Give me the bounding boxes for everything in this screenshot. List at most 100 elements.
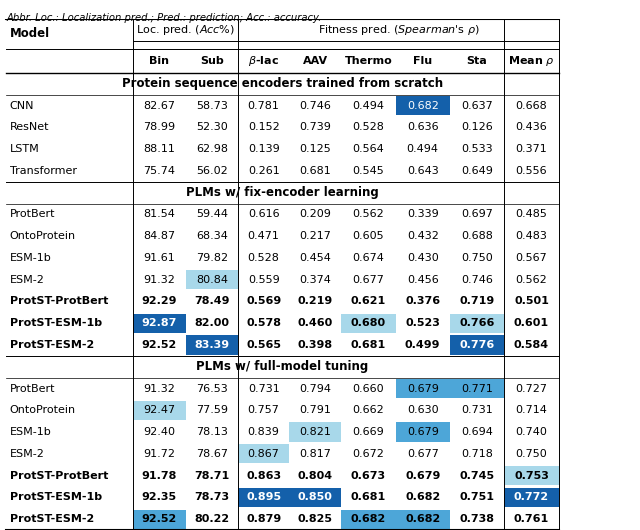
Text: 0.139: 0.139: [248, 144, 280, 154]
Text: 0.674: 0.674: [353, 253, 384, 263]
Text: 0.740: 0.740: [516, 427, 547, 437]
Text: 0.374: 0.374: [300, 275, 331, 285]
Text: 0.637: 0.637: [461, 101, 493, 111]
Text: 0.125: 0.125: [300, 144, 331, 154]
Text: 0.523: 0.523: [405, 318, 440, 328]
Text: 0.668: 0.668: [516, 101, 547, 111]
Text: 0.781: 0.781: [248, 101, 280, 111]
Text: 0.727: 0.727: [516, 384, 548, 394]
Text: 0.825: 0.825: [298, 514, 333, 524]
Text: ESM-1b: ESM-1b: [10, 427, 51, 437]
Text: 82.67: 82.67: [143, 101, 175, 111]
Text: 80.84: 80.84: [196, 275, 228, 285]
Text: 0.528: 0.528: [248, 253, 280, 263]
Text: Fitness pred. ($Spearman$'s $\rho$): Fitness pred. ($Spearman$'s $\rho$): [317, 23, 479, 37]
Text: 0.680: 0.680: [351, 318, 386, 328]
Text: 0.601: 0.601: [514, 318, 549, 328]
Text: ESM-2: ESM-2: [10, 449, 44, 459]
Text: 0.771: 0.771: [461, 384, 493, 394]
Bar: [396, 509, 450, 529]
Text: Transformer: Transformer: [10, 166, 77, 176]
Text: 0.757: 0.757: [248, 405, 280, 416]
Bar: [450, 379, 504, 398]
Text: AAV: AAV: [303, 56, 328, 66]
Text: 0.219: 0.219: [298, 296, 333, 306]
Text: 0.501: 0.501: [514, 296, 549, 306]
Text: 0.454: 0.454: [300, 253, 331, 263]
Text: 0.776: 0.776: [460, 340, 495, 350]
Text: 0.731: 0.731: [248, 384, 280, 394]
Text: 0.430: 0.430: [407, 253, 438, 263]
Text: PLMs w/ fix-encoder learning: PLMs w/ fix-encoder learning: [186, 186, 379, 199]
Bar: [238, 488, 289, 507]
Bar: [396, 422, 450, 441]
Text: 0.694: 0.694: [461, 427, 493, 437]
Text: 0.494: 0.494: [352, 101, 384, 111]
Text: 0.559: 0.559: [248, 275, 280, 285]
Text: 0.564: 0.564: [353, 144, 384, 154]
Text: OntoProtein: OntoProtein: [10, 231, 76, 241]
Text: 91.78: 91.78: [141, 471, 177, 481]
Text: 92.52: 92.52: [141, 340, 177, 350]
Text: 0.636: 0.636: [407, 122, 438, 132]
Text: 0.821: 0.821: [300, 427, 331, 437]
Text: OntoProtein: OntoProtein: [10, 405, 76, 416]
Text: 0.673: 0.673: [351, 471, 386, 481]
Text: ProtST-ESM-2: ProtST-ESM-2: [10, 514, 94, 524]
Text: 0.731: 0.731: [461, 405, 493, 416]
Text: 92.52: 92.52: [141, 514, 177, 524]
Text: 0.126: 0.126: [461, 122, 493, 132]
Text: PLMs w/ full-model tuning: PLMs w/ full-model tuning: [196, 360, 369, 373]
Text: 91.32: 91.32: [143, 275, 175, 285]
Text: 0.339: 0.339: [407, 209, 438, 219]
Text: 75.74: 75.74: [143, 166, 175, 176]
Text: 79.82: 79.82: [196, 253, 228, 263]
Text: 92.35: 92.35: [142, 492, 177, 502]
Text: 91.32: 91.32: [143, 384, 175, 394]
Text: 0.761: 0.761: [514, 514, 549, 524]
Text: 83.39: 83.39: [195, 340, 229, 350]
Text: ESM-1b: ESM-1b: [10, 253, 51, 263]
Text: ProtST-ProtBert: ProtST-ProtBert: [10, 471, 108, 481]
Text: 0.739: 0.739: [300, 122, 331, 132]
Bar: [133, 509, 186, 529]
Text: 0.605: 0.605: [353, 231, 384, 241]
Text: 91.72: 91.72: [143, 449, 175, 459]
Text: 52.30: 52.30: [196, 122, 228, 132]
Text: 0.714: 0.714: [516, 405, 547, 416]
Text: 0.682: 0.682: [407, 101, 438, 111]
Text: 59.44: 59.44: [196, 209, 228, 219]
Text: 92.29: 92.29: [141, 296, 177, 306]
Bar: [341, 509, 396, 529]
Text: 0.456: 0.456: [407, 275, 438, 285]
Text: 80.22: 80.22: [195, 514, 229, 524]
Bar: [289, 488, 341, 507]
Text: 0.152: 0.152: [248, 122, 280, 132]
Text: Thermo: Thermo: [344, 56, 392, 66]
Text: 0.471: 0.471: [248, 231, 280, 241]
Text: 0.850: 0.850: [298, 492, 333, 502]
Text: 68.34: 68.34: [196, 231, 228, 241]
Bar: [504, 488, 559, 507]
Text: 0.261: 0.261: [248, 166, 280, 176]
Text: 0.679: 0.679: [407, 427, 438, 437]
Text: 88.11: 88.11: [143, 144, 175, 154]
Text: 0.677: 0.677: [407, 449, 438, 459]
Text: ProtST-ESM-1b: ProtST-ESM-1b: [10, 492, 102, 502]
Text: 0.791: 0.791: [300, 405, 331, 416]
Text: 0.528: 0.528: [353, 122, 384, 132]
Bar: [450, 314, 504, 333]
Text: 78.73: 78.73: [195, 492, 229, 502]
Text: 77.59: 77.59: [196, 405, 228, 416]
Text: 78.67: 78.67: [196, 449, 228, 459]
Text: 76.53: 76.53: [196, 384, 228, 394]
Bar: [133, 401, 186, 420]
Text: 0.669: 0.669: [353, 427, 384, 437]
Text: 0.750: 0.750: [461, 253, 493, 263]
Text: 0.217: 0.217: [300, 231, 331, 241]
Text: Protein sequence encoders trained from scratch: Protein sequence encoders trained from s…: [122, 77, 443, 90]
Text: 62.98: 62.98: [196, 144, 228, 154]
Text: 0.677: 0.677: [353, 275, 384, 285]
Text: Sta: Sta: [467, 56, 488, 66]
Text: 0.746: 0.746: [461, 275, 493, 285]
